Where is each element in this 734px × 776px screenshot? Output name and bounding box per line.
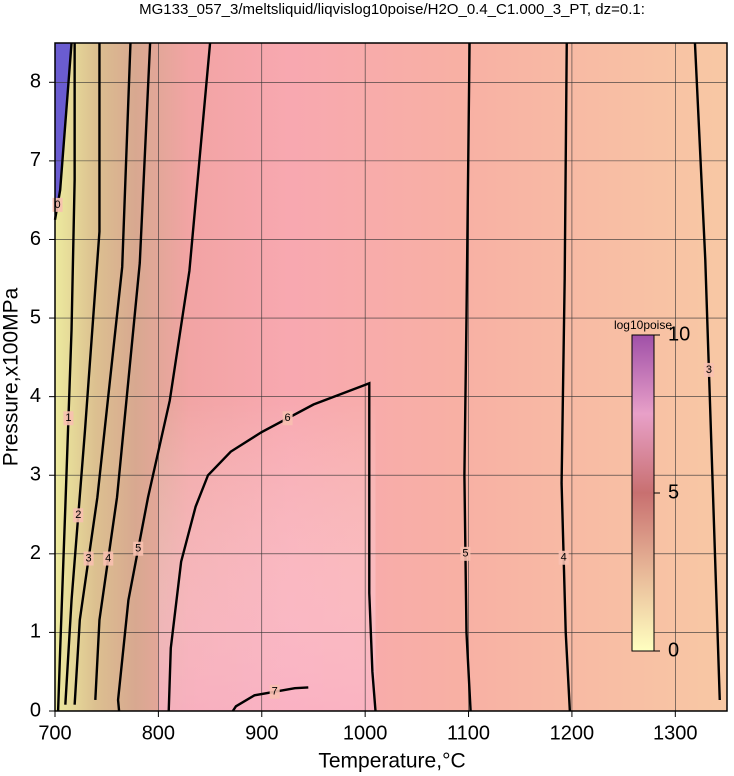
plot-area: 0 1 2 3 4 5 6 7 5 4 3 bbox=[52, 42, 727, 712]
contour-label-bg bbox=[703, 362, 714, 377]
x-tick-label: 1100 bbox=[447, 722, 490, 744]
contour-line bbox=[94, 42, 152, 701]
y-tick-label: 6 bbox=[30, 228, 41, 250]
contour-label: 5 bbox=[462, 548, 468, 560]
contour-label-bg bbox=[460, 546, 471, 561]
contour-label-bg bbox=[103, 551, 114, 566]
x-tick-label: 1200 bbox=[550, 722, 595, 744]
contour-label: 6 bbox=[285, 412, 291, 424]
contour-label: 0 bbox=[55, 199, 61, 211]
chart-title: MG133_057_3/meltsliquid/liqvislog10poise… bbox=[139, 1, 645, 18]
contour-label: 2 bbox=[75, 509, 81, 521]
colorbar-tick-label: 10 bbox=[668, 323, 690, 345]
contour-line bbox=[231, 686, 309, 712]
colorbar-tick-label: 5 bbox=[668, 481, 679, 503]
contour-label: 4 bbox=[561, 552, 567, 564]
contour-label: 4 bbox=[105, 552, 111, 564]
x-axis-label: Temperature,°C bbox=[318, 750, 465, 773]
contour-label: 1 bbox=[65, 412, 71, 424]
colorbar bbox=[631, 334, 655, 652]
contour-label-bg bbox=[282, 411, 293, 426]
x-tick-label: 700 bbox=[38, 722, 71, 744]
y-tick-label: 0 bbox=[30, 699, 41, 721]
y-tick-label: 7 bbox=[30, 149, 41, 171]
x-tick-label: 900 bbox=[245, 722, 278, 744]
colorbar-label: log10poise bbox=[614, 318, 672, 332]
contour-label-bg bbox=[133, 541, 144, 556]
y-axis-label: Pressure,x100MPa bbox=[0, 287, 23, 466]
contour-label: 5 bbox=[135, 543, 141, 555]
contour-label: 3 bbox=[86, 552, 92, 564]
contour-line bbox=[560, 42, 572, 712]
field bbox=[55, 43, 727, 711]
y-tick-label: 4 bbox=[30, 385, 41, 407]
x-tick-label: 1300 bbox=[653, 722, 698, 744]
contour-label: 7 bbox=[272, 686, 278, 698]
contour-line bbox=[64, 43, 101, 705]
y-tick-label: 1 bbox=[30, 621, 41, 643]
contour-label-bg bbox=[83, 551, 94, 566]
contour-label-bg bbox=[52, 197, 63, 212]
contour-label: 3 bbox=[706, 364, 712, 376]
contour-label-bg bbox=[73, 508, 84, 523]
contour-line bbox=[463, 42, 472, 712]
x-tick-label: 1000 bbox=[343, 722, 388, 744]
y-tick-label: 3 bbox=[30, 464, 41, 486]
y-tick-label: 8 bbox=[30, 71, 41, 93]
x-tick-label: 800 bbox=[142, 722, 175, 744]
y-tick-label: 5 bbox=[30, 306, 41, 328]
contour-line bbox=[116, 42, 212, 712]
contour-line bbox=[73, 42, 132, 705]
contour-label-bg bbox=[63, 411, 74, 426]
contour-label-bg bbox=[269, 684, 280, 699]
plot-frame bbox=[54, 42, 728, 712]
contour-label-bg bbox=[558, 550, 569, 565]
colorbar-tick-label: 0 bbox=[668, 639, 679, 661]
y-tick-label: 2 bbox=[30, 542, 41, 564]
